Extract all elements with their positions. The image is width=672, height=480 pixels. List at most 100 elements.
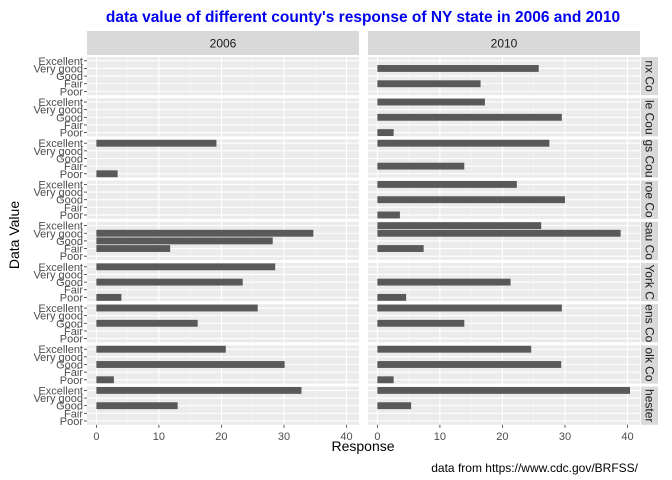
facet-strip-row-group: hester (643, 389, 657, 422)
facet-strip-row-label: York C (643, 264, 657, 300)
facet-strip-row (641, 221, 658, 260)
facet-strip-row-group: le Cou (643, 100, 657, 135)
y-tick-label: Fair (64, 367, 83, 379)
y-tick-label: Fair (64, 285, 83, 297)
y-tick-label: Fair (64, 120, 83, 132)
y-tick-label: Poor (60, 334, 84, 346)
y-tick-label: Fair (64, 161, 83, 173)
facet-strip-row-group: ens Co (643, 304, 657, 342)
bar (377, 345, 532, 353)
y-tick-label: Poor (60, 251, 84, 263)
bar (377, 162, 465, 170)
x-tick-label: 20 (215, 431, 227, 443)
y-axis-title: Data Value (6, 201, 22, 269)
bar (377, 113, 562, 121)
y-tick-label: Fair (64, 326, 83, 338)
bar (96, 304, 258, 312)
bar (377, 211, 400, 219)
x-tick-label: 40 (340, 431, 352, 443)
y-tick-label: Excellent (38, 303, 83, 315)
facet-strip-column (87, 31, 359, 55)
bar (377, 80, 481, 88)
chart-title: data value of different county's respons… (106, 9, 620, 26)
facet-strip-row-label: olk Co (643, 347, 657, 381)
y-tick-label: Good (56, 318, 83, 330)
y-tick-label: Good (56, 236, 83, 248)
x-tick-label: 30 (559, 431, 571, 443)
y-tick-label: Very good (33, 352, 83, 364)
chart-caption: data from https://www.cdc.gov/BRFSS/ (431, 461, 638, 475)
bar (96, 278, 243, 286)
bar (96, 245, 171, 252)
y-tick-label: Poor (60, 416, 84, 428)
y-tick-label: Very good (33, 63, 83, 75)
y-tick-label: Excellent (38, 262, 83, 274)
y-tick-label: Good (56, 277, 83, 289)
x-tick-label: 10 (434, 431, 446, 443)
bar (96, 293, 122, 301)
bar (96, 139, 217, 147)
y-tick-label: Very good (33, 228, 83, 240)
facet-strip-row-label: gs Cou (643, 139, 657, 177)
y-tick-label: Good (56, 360, 83, 372)
facet-strip-row (641, 345, 658, 384)
bar (377, 229, 621, 237)
y-tick-label: Good (56, 401, 83, 413)
bar (96, 376, 114, 384)
facet-strip-row (641, 57, 658, 96)
y-tick-label: Excellent (38, 138, 83, 150)
y-tick-label: Good (56, 71, 83, 83)
y-tick-label: Very good (33, 187, 83, 199)
x-tick-label: 0 (374, 431, 380, 443)
bar (377, 304, 562, 312)
y-tick-label: Very good (33, 105, 83, 117)
bar (377, 129, 394, 137)
bar (377, 180, 517, 188)
bar (377, 245, 424, 252)
facet-strip-row-label: hester (643, 389, 657, 422)
bar (377, 361, 562, 368)
bar (377, 196, 565, 204)
y-tick-label: Fair (64, 79, 83, 91)
y-tick-label: Poor (60, 86, 84, 98)
y-tick-label: Poor (60, 128, 84, 140)
y-tick-label: Fair (64, 244, 83, 256)
y-tick-label: Poor (60, 292, 84, 304)
bar (96, 402, 178, 410)
y-tick-label: Very good (33, 146, 83, 158)
facet-strip-row-label: ens Co (643, 304, 657, 342)
bar (377, 98, 485, 106)
y-tick-label: Good (56, 195, 83, 207)
facet-strip-row-group: sau Co (643, 222, 657, 260)
facet-strip-column (368, 31, 640, 55)
bar (96, 237, 273, 245)
facet-strip-column-label: 2006 (210, 37, 237, 51)
facet-strip-row (641, 139, 658, 178)
x-tick-label: 0 (93, 431, 99, 443)
y-tick-label: Very good (33, 311, 83, 323)
bar (377, 139, 550, 147)
y-tick-label: Good (56, 112, 83, 124)
y-tick-label: Poor (60, 210, 84, 222)
y-tick-label: Excellent (38, 385, 83, 397)
y-tick-label: Poor (60, 375, 84, 387)
y-tick-label: Excellent (38, 56, 83, 68)
bar (96, 319, 198, 327)
bar (96, 345, 226, 353)
x-tick-label: 30 (278, 431, 290, 443)
bar (96, 170, 118, 178)
facet-strip-row-label: le Cou (643, 100, 657, 135)
bar (377, 293, 407, 301)
facet-strip-row (641, 98, 658, 137)
y-tick-label: Excellent (38, 221, 83, 233)
facet-strip-row (641, 263, 658, 302)
facet-strip-row-group: nx Co (643, 60, 657, 92)
facet-strip-row-group: gs Cou (643, 139, 657, 177)
facet-strip-row-group: roe Co (643, 182, 657, 218)
bar (96, 229, 314, 237)
bar (377, 386, 630, 394)
bar (96, 386, 302, 394)
facet-strip-row-group: olk Co (643, 347, 657, 381)
bar (377, 319, 465, 327)
